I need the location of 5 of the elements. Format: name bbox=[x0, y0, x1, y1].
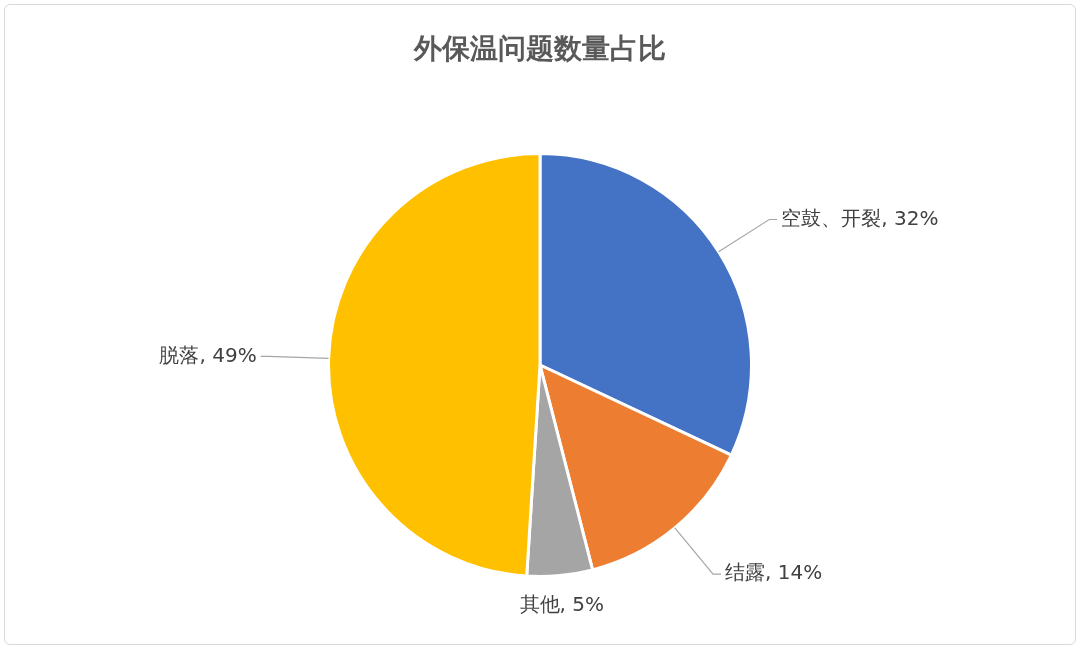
slice-label: 空鼓、开裂, 32% bbox=[781, 205, 939, 230]
slice-label: 脱落, 49% bbox=[159, 342, 257, 367]
chart-title: 外保温问题数量占比 bbox=[412, 31, 667, 67]
slice-label: 结露, 14% bbox=[725, 560, 823, 585]
slice-label: 其他, 5% bbox=[519, 591, 605, 616]
